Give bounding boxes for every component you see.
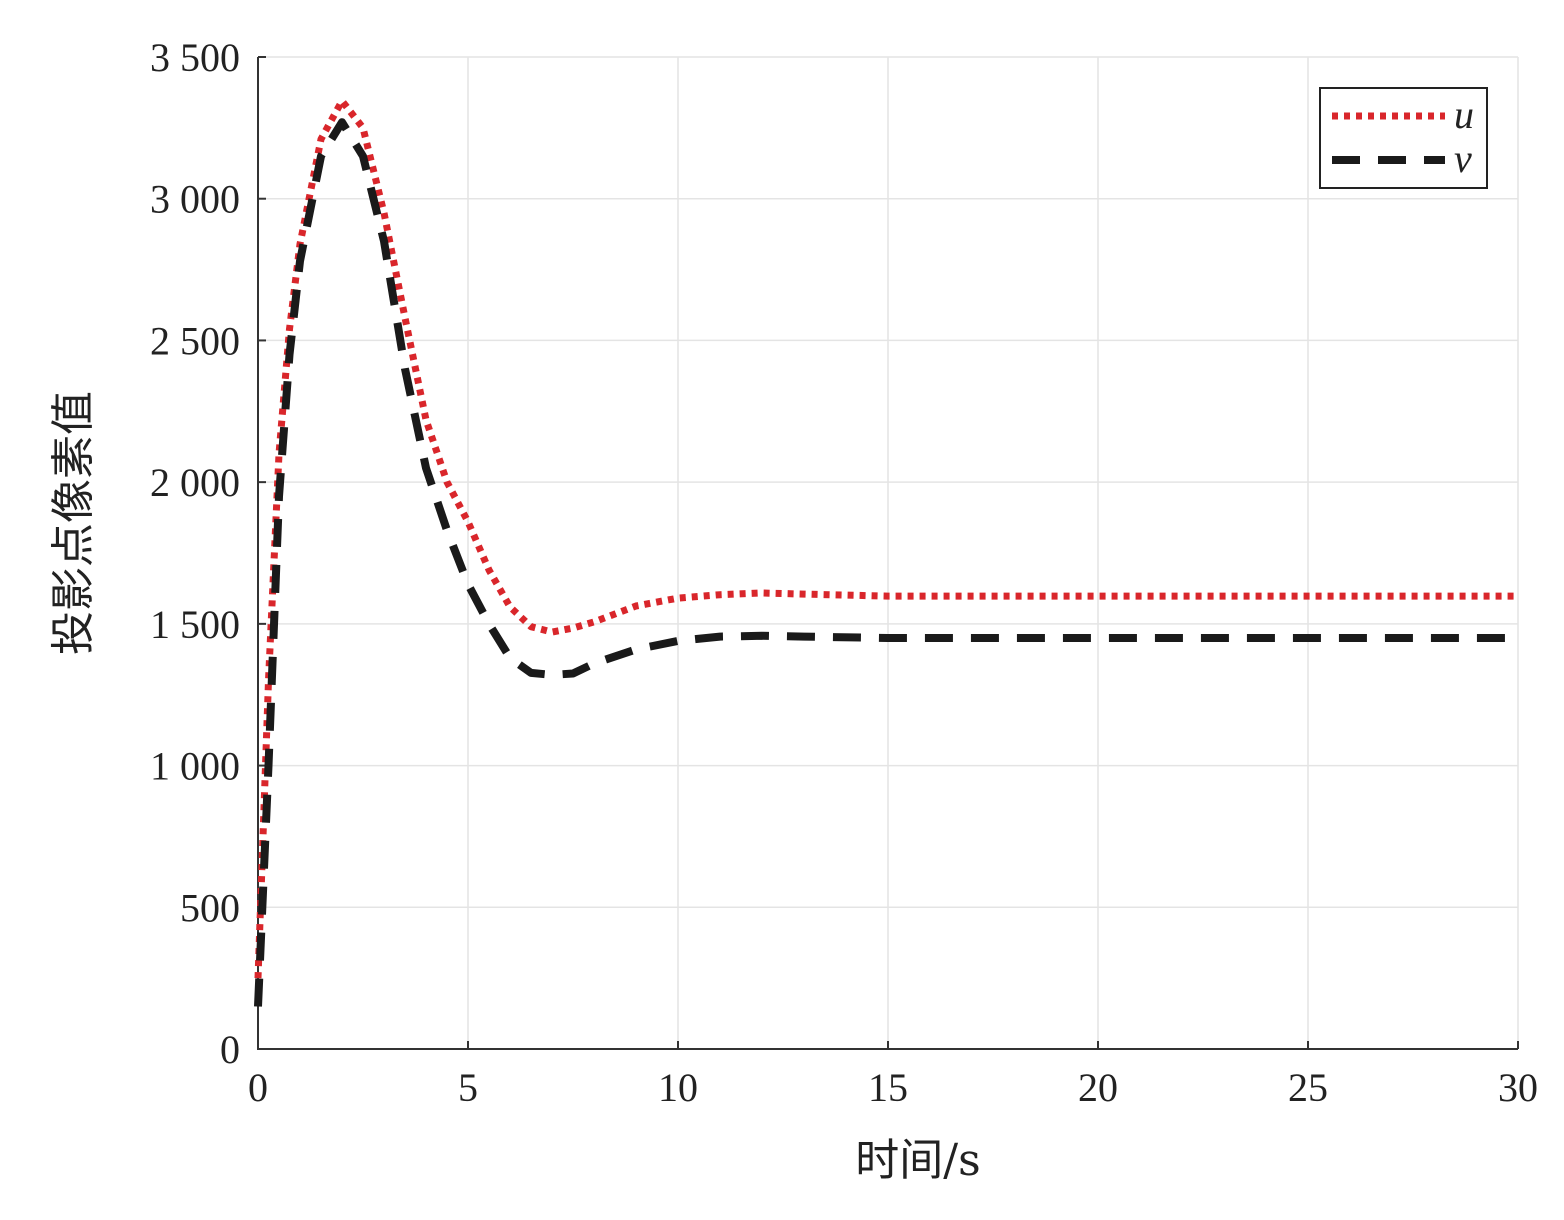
y-tick-label: 1 500 — [150, 602, 240, 647]
legend-box — [1319, 87, 1488, 189]
y-tick-label: 2 500 — [150, 318, 240, 363]
y-tick-label: 500 — [180, 885, 240, 930]
x-tick-label: 25 — [1288, 1065, 1328, 1110]
legend-label: u — [1454, 92, 1474, 137]
x-tick-label: 15 — [868, 1065, 908, 1110]
x-axis-label: 时间/s — [855, 1135, 980, 1186]
legend-label: v — [1454, 136, 1472, 181]
y-tick-label: 3 500 — [150, 35, 240, 80]
y-tick-label: 1 000 — [150, 744, 240, 789]
x-tick-label: 0 — [248, 1065, 268, 1110]
y-tick-label: 0 — [220, 1027, 240, 1072]
y-tick-label: 2 000 — [150, 460, 240, 505]
y-tick-label: 3 000 — [150, 177, 240, 222]
series-line — [254, 118, 1518, 1007]
x-tick-label: 20 — [1078, 1065, 1118, 1110]
axes — [257, 57, 1518, 1050]
x-tick-label: 5 — [458, 1065, 478, 1110]
x-tick-label: 30 — [1498, 1065, 1538, 1110]
x-tick-label: 10 — [658, 1065, 698, 1110]
y-axis-label: 投影点像素值 — [48, 391, 99, 655]
